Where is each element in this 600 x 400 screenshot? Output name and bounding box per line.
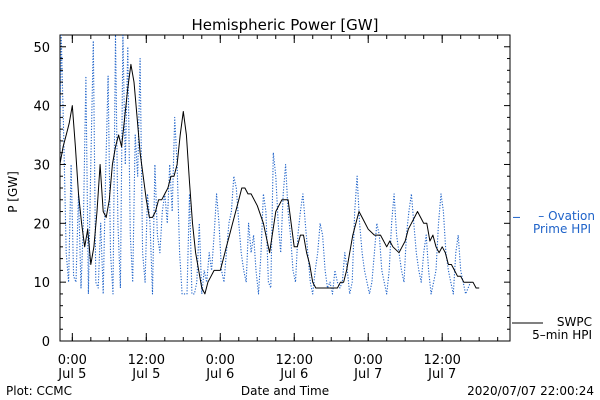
chart-title: Hemispheric Power [GW] <box>192 16 379 34</box>
swpc-hpi-series <box>60 63 480 295</box>
legend-swpc-line2: 5–min HPI <box>532 328 592 342</box>
x-tick-time-label: 12:00 <box>128 353 165 368</box>
footer-plot-credit: Plot: CCMC <box>6 384 72 398</box>
y-axis-label: P [GW] <box>6 171 20 213</box>
plot-frame <box>59 34 511 342</box>
y-tick-label: 30 <box>33 158 50 173</box>
y-tick-label: 0 <box>42 335 50 350</box>
x-tick-time-label: 12:00 <box>276 353 313 368</box>
x-axis-label: Date and Time <box>241 384 329 398</box>
x-tick-date-label: Jul 6 <box>279 367 308 382</box>
plot-axes <box>59 34 511 342</box>
x-tick-time-label: 0:00 <box>58 353 87 368</box>
series-group <box>60 35 480 295</box>
legend-ovation-line1: – Ovation <box>538 209 595 223</box>
y-tick-label: 20 <box>33 217 50 232</box>
y-tick-label: 40 <box>33 100 50 115</box>
x-tick-date-label: Jul 5 <box>131 367 160 382</box>
x-tick-time-label: 0:00 <box>206 353 235 368</box>
legend-swpc: SWPC 5–min HPI <box>512 315 592 342</box>
ovation-prime-hpi-series <box>60 35 472 295</box>
x-tick-date-label: Jul 6 <box>205 367 234 382</box>
x-tick-date-label: Jul 5 <box>57 367 86 382</box>
x-tick-date-label: Jul 7 <box>427 367 456 382</box>
legend-ovation: – Ovation Prime HPI <box>533 209 595 236</box>
footer-timestamp: 2020/07/07 22:00:24 <box>467 384 594 398</box>
legend-swpc-line1: SWPC <box>557 315 592 329</box>
x-tick-time-label: 12:00 <box>423 353 460 368</box>
x-tick-time-label: 0:00 <box>354 353 383 368</box>
y-tick-label: 10 <box>33 276 50 291</box>
y-tick-label: 50 <box>33 41 50 56</box>
legend-ovation-line2: Prime HPI <box>533 222 591 236</box>
x-tick-date-label: Jul 7 <box>353 367 382 382</box>
